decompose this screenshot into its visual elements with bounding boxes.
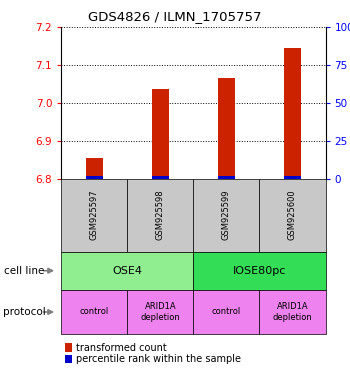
Bar — [86, 158, 103, 179]
Bar — [284, 175, 301, 179]
Text: GDS4826 / ILMN_1705757: GDS4826 / ILMN_1705757 — [88, 10, 262, 23]
Bar — [86, 175, 103, 179]
Bar — [152, 175, 169, 179]
Bar — [284, 48, 301, 179]
Text: cell line: cell line — [4, 266, 44, 276]
Text: GSM925598: GSM925598 — [156, 190, 165, 240]
Text: IOSE80pc: IOSE80pc — [233, 266, 286, 276]
Text: percentile rank within the sample: percentile rank within the sample — [76, 354, 241, 364]
Text: GSM925600: GSM925600 — [288, 190, 297, 240]
Text: GSM925597: GSM925597 — [90, 190, 99, 240]
Text: ARID1A
depletion: ARID1A depletion — [273, 302, 312, 322]
Text: ARID1A
depletion: ARID1A depletion — [140, 302, 180, 322]
Text: control: control — [212, 308, 241, 316]
Text: OSE4: OSE4 — [112, 266, 142, 276]
Bar — [152, 89, 169, 179]
Bar — [218, 175, 235, 179]
Text: protocol: protocol — [4, 307, 46, 317]
Text: GSM925599: GSM925599 — [222, 190, 231, 240]
Text: transformed count: transformed count — [76, 343, 167, 353]
Text: control: control — [80, 308, 109, 316]
Bar — [218, 78, 235, 179]
